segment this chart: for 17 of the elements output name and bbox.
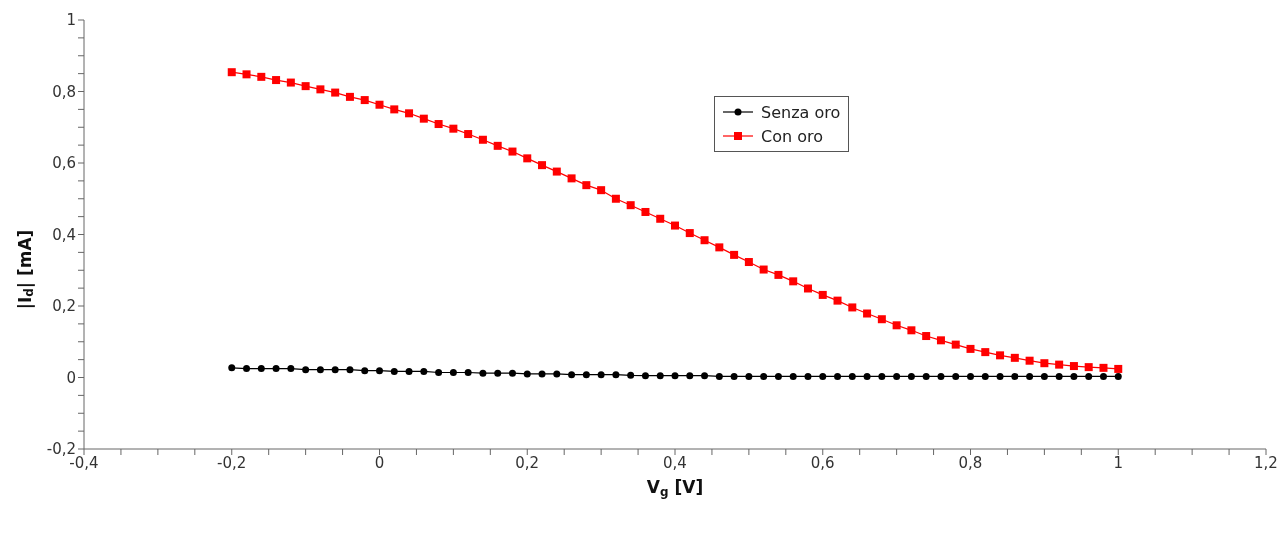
x-tick-label: -0,2 bbox=[217, 453, 247, 472]
y-tick-label: 0 bbox=[66, 368, 76, 387]
x-tick-label: 1 bbox=[1113, 453, 1124, 472]
y-tick-label: 0,4 bbox=[52, 225, 76, 244]
legend-label: Senza oro bbox=[761, 102, 841, 122]
x-tick-label: 0,6 bbox=[810, 453, 835, 472]
x-tick-label: 0,8 bbox=[958, 453, 983, 472]
x-axis-title: V$_{g}$ [V] bbox=[646, 477, 704, 499]
x-tick-label: 0,2 bbox=[515, 453, 540, 472]
legend-label: Con oro bbox=[761, 126, 823, 146]
x-tick-label: 1,2 bbox=[1254, 453, 1278, 472]
y-tick-label: 1 bbox=[66, 11, 76, 30]
y-tick-label: 0,8 bbox=[52, 82, 76, 101]
x-tick-label: 0,4 bbox=[663, 453, 687, 472]
y-tick-label: 0,6 bbox=[52, 154, 76, 173]
x-tick-label: 0 bbox=[374, 453, 385, 472]
y-tick-label: 0,2 bbox=[52, 297, 76, 316]
